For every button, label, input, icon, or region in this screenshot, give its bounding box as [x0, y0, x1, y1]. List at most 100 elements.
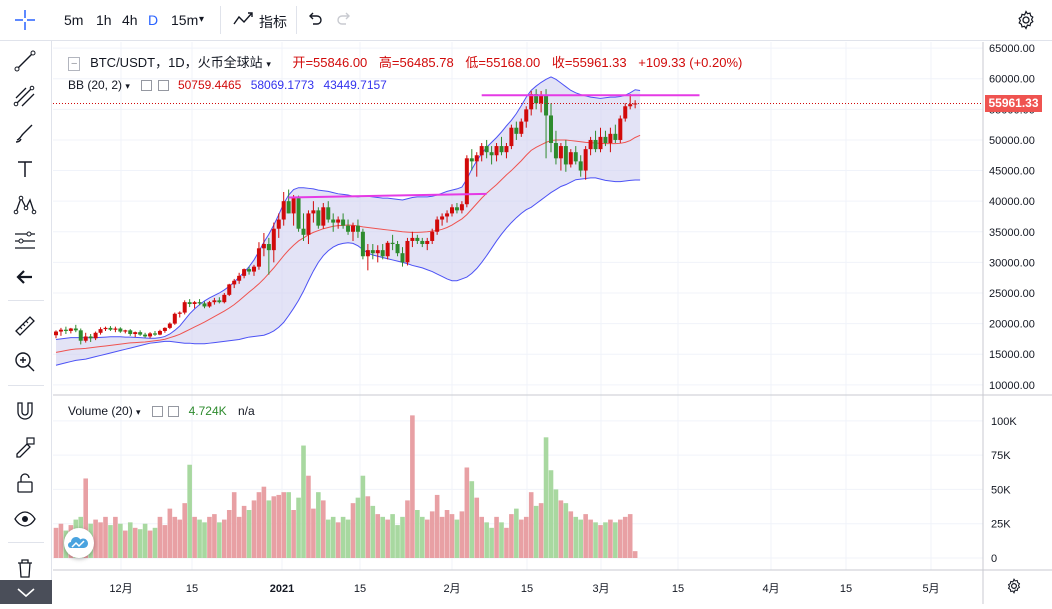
- brush-icon[interactable]: [10, 118, 40, 148]
- chevron-down-icon[interactable]: ▾: [136, 407, 141, 417]
- volume-title[interactable]: Volume (20): [68, 404, 133, 418]
- candle: [484, 139, 489, 159]
- candle-body: [113, 328, 118, 330]
- volume-bar: [306, 475, 311, 558]
- candle: [346, 219, 351, 235]
- candle: [395, 240, 400, 257]
- close-icon[interactable]: [157, 80, 169, 92]
- candle-body: [311, 210, 316, 214]
- volume-bar: [553, 489, 559, 558]
- candle-body: [187, 302, 192, 305]
- fib-icon[interactable]: [10, 82, 40, 112]
- candle: [390, 234, 395, 251]
- candle-body: [509, 127, 514, 147]
- candle-body: [261, 244, 266, 249]
- candle: [271, 222, 276, 263]
- candle-body: [232, 280, 237, 285]
- candle: [172, 312, 177, 325]
- volume-bar: [578, 519, 583, 558]
- volume-bar: [132, 527, 138, 558]
- volume-bar: [296, 497, 301, 558]
- candle: [430, 228, 435, 245]
- interval-dropdown-icon[interactable]: ▾: [199, 14, 205, 25]
- candle: [138, 330, 143, 336]
- candle: [232, 278, 237, 289]
- interval-15m[interactable]: 15m: [171, 12, 199, 28]
- candle: [281, 191, 286, 226]
- magnet-icon[interactable]: [10, 396, 40, 426]
- crosshair-icon[interactable]: [10, 5, 40, 35]
- bb-title[interactable]: BB (20, 2): [68, 78, 123, 92]
- ruler-icon[interactable]: [10, 311, 40, 341]
- candle-body: [83, 336, 88, 341]
- volume-bar: [182, 503, 187, 558]
- candle: [58, 327, 63, 336]
- volume-bar: [400, 516, 405, 558]
- indicators-icon[interactable]: [232, 10, 256, 35]
- close-icon[interactable]: [168, 406, 180, 418]
- candle-body: [544, 95, 549, 116]
- volume-bar: [325, 519, 331, 558]
- candle: [88, 334, 93, 342]
- volume-bar: [58, 523, 64, 558]
- gear-icon[interactable]: [1016, 10, 1036, 35]
- candle-body: [68, 328, 73, 331]
- eye-icon[interactable]: [10, 504, 40, 534]
- candle-body: [143, 334, 148, 337]
- volume-bar: [385, 519, 390, 558]
- volume-tick-label: 50K: [991, 484, 1011, 496]
- time-tick-label: 5月: [922, 583, 939, 595]
- candle-body: [242, 269, 247, 276]
- interval-5m[interactable]: 5m: [64, 12, 84, 28]
- settings-icon[interactable]: [141, 80, 153, 92]
- collapse-legend-icon[interactable]: −: [68, 57, 81, 71]
- candle-body: [573, 152, 578, 162]
- pattern-icon[interactable]: [10, 190, 40, 220]
- chevron-down-icon[interactable]: ▾: [266, 59, 271, 69]
- lock-drawing-icon[interactable]: [10, 432, 40, 462]
- trend-line-icon[interactable]: [10, 46, 40, 76]
- candle-body: [296, 198, 301, 229]
- back-arrow-icon[interactable]: [10, 262, 40, 292]
- candle: [400, 247, 405, 267]
- volume-bar: [410, 415, 415, 558]
- candle: [593, 130, 598, 153]
- text-icon[interactable]: [10, 154, 40, 184]
- undo-icon[interactable]: [306, 11, 324, 34]
- candle: [93, 331, 98, 341]
- volume-bar: [276, 494, 282, 558]
- candle-body: [88, 336, 93, 339]
- volume-bar: [370, 505, 376, 558]
- candle: [123, 329, 128, 334]
- interval-d[interactable]: D: [148, 12, 159, 28]
- zoom-in-icon[interactable]: [10, 347, 40, 377]
- drawing-toolbar: [0, 41, 52, 604]
- logo-icon[interactable]: [64, 528, 94, 558]
- settings-icon[interactable]: [151, 406, 163, 418]
- gear-icon[interactable]: [1006, 578, 1022, 599]
- interval-4h[interactable]: 4h: [122, 12, 138, 28]
- last-price-label: 55961.33: [985, 95, 1042, 113]
- candle: [469, 149, 474, 171]
- indicators-button[interactable]: 指标: [259, 14, 287, 30]
- chevron-down-icon[interactable]: ▾: [125, 81, 130, 91]
- measure-lines-icon[interactable]: [10, 226, 40, 256]
- trash-icon[interactable]: [10, 553, 40, 583]
- symbol-title[interactable]: BTC/USDT，1D，火币全球站: [90, 55, 263, 70]
- candle: [628, 94, 633, 110]
- candle: [425, 237, 430, 251]
- collapse-toolbar-button[interactable]: [0, 580, 52, 604]
- candle-body: [301, 228, 306, 235]
- volume-ma-value: n/a: [238, 404, 255, 418]
- redo-icon[interactable]: [335, 11, 353, 34]
- volume-bars: [53, 415, 638, 558]
- volume-bar: [420, 516, 425, 558]
- top-toolbar: 5m 1h 4h D 15m ▾ 指标: [0, 0, 1052, 41]
- interval-1h[interactable]: 1h: [96, 12, 112, 28]
- candle: [549, 103, 553, 153]
- volume-bar: [172, 516, 178, 558]
- volume-bar: [494, 516, 499, 558]
- candle-body: [380, 250, 385, 257]
- unlock-icon[interactable]: [10, 468, 40, 498]
- price-chart[interactable]: 65000.0060000.0055000.0050000.0045000.00…: [53, 42, 1052, 604]
